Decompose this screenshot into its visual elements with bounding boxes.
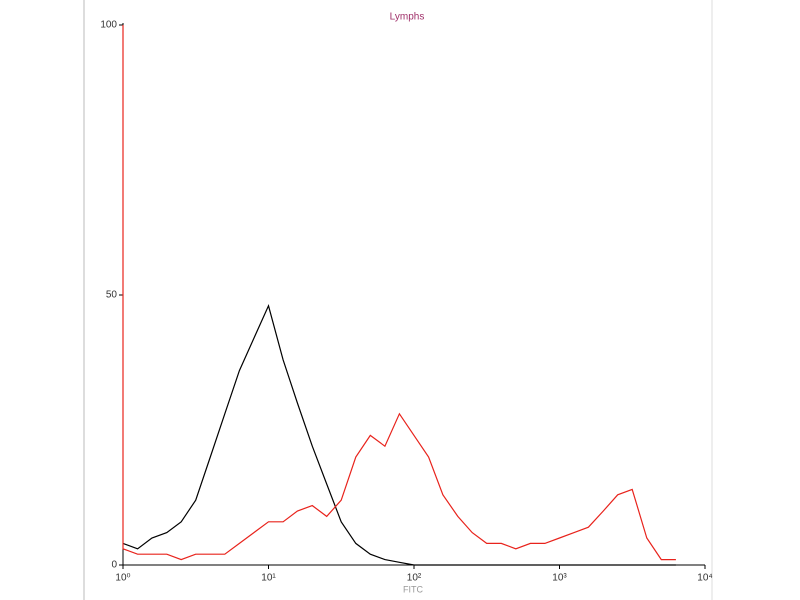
y-tick-label: 100 <box>100 20 117 31</box>
x-tick-label: 10² <box>407 573 422 584</box>
y-tick-label: 0 <box>111 560 117 571</box>
chart-title: Lymphs <box>390 12 425 23</box>
x-tick-label: 10⁰ <box>115 573 130 584</box>
series-line <box>122 304 676 566</box>
x-axis-label: FITC <box>403 584 423 594</box>
x-tick-label: 10³ <box>552 573 567 584</box>
x-tick-label: 10⁴ <box>697 573 712 584</box>
y-tick-label: 50 <box>106 290 118 301</box>
series-line <box>122 25 676 561</box>
x-tick-label: 10¹ <box>261 573 276 584</box>
